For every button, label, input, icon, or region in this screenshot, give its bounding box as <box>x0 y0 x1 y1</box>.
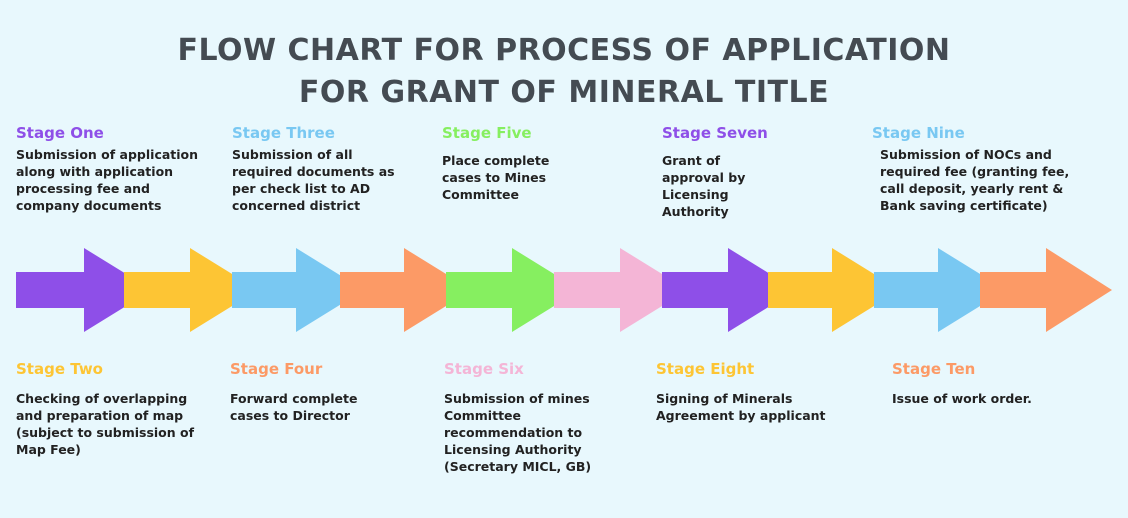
stage-ten: Stage Ten Issue of work order. <box>892 360 1092 407</box>
stage-seven: Stage Seven Grant of approval by Licensi… <box>662 124 777 220</box>
stage-three-label: Stage Three <box>232 124 335 142</box>
stage-three-description: Submission of all required documents as … <box>232 147 395 213</box>
stage-seven-description: Grant of approval by Licensing Authority <box>662 153 746 219</box>
stage-six: Stage Six Submission of mines Committee … <box>444 360 629 475</box>
arrow-stage-two <box>124 248 258 332</box>
page-title: FLOW CHART FOR PROCESS OF APPLICATION FO… <box>0 30 1128 114</box>
stage-one: Stage One Submission of application alon… <box>16 124 201 214</box>
arrow-stage-seven <box>662 248 796 332</box>
arrow-stage-nine <box>874 248 1006 332</box>
stage-six-description: Submission of mines Committee recommenda… <box>444 391 592 474</box>
stage-nine-label: Stage Nine <box>872 124 965 142</box>
title-line-2: FOR GRANT OF MINERAL TITLE <box>298 75 830 110</box>
stage-four-label: Stage Four <box>230 360 323 378</box>
stage-one-description: Submission of application along with app… <box>16 147 199 213</box>
stage-ten-label: Stage Ten <box>892 360 976 378</box>
stage-two-label: Stage Two <box>16 360 103 378</box>
arrow-stage-five <box>446 248 580 332</box>
arrow-stage-eight <box>768 248 900 332</box>
stage-eight-label: Stage Eight <box>656 360 755 378</box>
stage-eight-description: Signing of Minerals Agreement by applica… <box>656 391 826 423</box>
stage-four: Stage Four Forward complete cases to Dir… <box>230 360 380 424</box>
stage-one-label: Stage One <box>16 124 104 142</box>
arrow-stage-four <box>340 248 472 332</box>
arrow-stage-ten <box>980 248 1112 332</box>
arrow-flow <box>16 248 1112 332</box>
stage-five-description: Place complete cases to Mines Committee <box>442 153 550 202</box>
stage-five-label: Stage Five <box>442 124 532 142</box>
stage-two: Stage Two Checking of overlapping and pr… <box>16 360 196 458</box>
stage-eight: Stage Eight Signing of Minerals Agreemen… <box>656 360 836 424</box>
stage-ten-description: Issue of work order. <box>892 391 1032 406</box>
stage-two-description: Checking of overlapping and preparation … <box>16 391 195 457</box>
arrow-stage-six <box>554 248 688 332</box>
arrow-stage-three <box>232 248 364 332</box>
stage-three: Stage Three Submission of all required d… <box>232 124 402 214</box>
stage-five: Stage Five Place complete cases to Mines… <box>442 124 592 203</box>
arrow-stage-one <box>16 248 152 332</box>
stage-seven-label: Stage Seven <box>662 124 768 142</box>
stage-nine: Stage Nine Submission of NOCs and requir… <box>872 124 1097 214</box>
stage-nine-description: Submission of NOCs and required fee (gra… <box>880 147 1070 213</box>
title-line-1: FLOW CHART FOR PROCESS OF APPLICATION <box>177 33 951 68</box>
stage-six-label: Stage Six <box>444 360 524 378</box>
stage-four-description: Forward complete cases to Director <box>230 391 358 423</box>
